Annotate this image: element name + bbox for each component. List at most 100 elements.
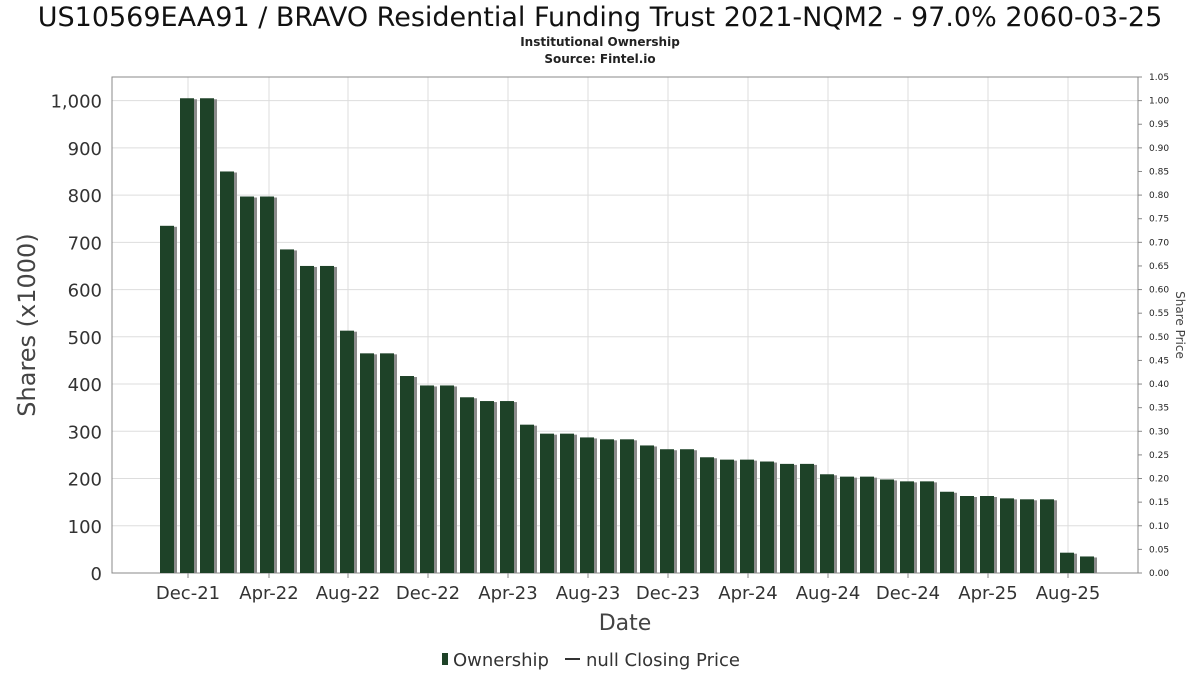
bar: [1080, 556, 1094, 573]
bar: [1040, 499, 1054, 573]
y-tick-label: 0: [91, 564, 102, 585]
bar: [840, 476, 854, 573]
bar: [420, 385, 434, 573]
y2-axis-title: Share Price: [1173, 291, 1187, 359]
bar: [400, 376, 414, 573]
bar: [360, 353, 374, 573]
y2-tick-label: 0.75: [1149, 215, 1169, 225]
y2-tick-label: 0.15: [1149, 498, 1169, 508]
y2-tick-label: 0.30: [1149, 427, 1169, 437]
bars-group: [160, 98, 1097, 574]
y2-tick-label: 0.45: [1149, 356, 1169, 366]
bar: [600, 439, 614, 573]
x-tick-label: Aug-23: [556, 583, 621, 604]
bar: [1020, 499, 1034, 573]
bar: [480, 401, 494, 573]
x-tick-label: Dec-22: [396, 583, 460, 604]
bar: [460, 397, 474, 573]
y2-tick-label: 0.00: [1149, 569, 1169, 579]
x-tick-label: Aug-24: [796, 583, 861, 604]
y-axis-title: Shares (x1000): [13, 233, 41, 416]
bar: [180, 98, 194, 573]
bar: [520, 424, 534, 573]
y2-tick-label: 1.05: [1149, 73, 1169, 83]
bar: [560, 433, 574, 573]
y-tick-label: 800: [68, 186, 102, 207]
bar: [500, 401, 514, 573]
bar: [820, 474, 834, 573]
y2-tick-label: 0.20: [1149, 475, 1169, 485]
x-tick-label: Apr-23: [478, 583, 537, 604]
bar: [960, 496, 974, 573]
bar: [880, 479, 894, 573]
x-axis-title: Date: [599, 611, 652, 636]
bar: [1060, 552, 1074, 573]
chart-title: US10569EAA91 / BRAVO Residential Funding…: [37, 2, 1163, 33]
y2-tick-label: 0.65: [1149, 262, 1169, 272]
bar: [260, 196, 274, 573]
y2-tick-label: 0.40: [1149, 380, 1169, 390]
bar: [220, 171, 234, 573]
x-tick-label: Aug-25: [1036, 583, 1101, 604]
x-tick-label: Aug-22: [316, 583, 381, 604]
y-tick-label: 400: [68, 375, 102, 396]
y-tick-label: 100: [68, 517, 102, 538]
bar: [540, 433, 554, 573]
bar: [320, 265, 334, 573]
y-tick-label: 200: [68, 470, 102, 491]
y2-tick-label: 0.70: [1149, 238, 1169, 248]
bar: [200, 98, 214, 573]
bar: [300, 265, 314, 573]
right-axis-ticks: 0.00 0.05 0.10 0.15 0.20 0.25 0.30 0.35 0.40 0.45…: [1138, 73, 1169, 579]
y2-tick-label: 1.00: [1149, 97, 1169, 107]
x-axis-ticks: Dec-21 Apr-22 Aug-22 Dec-22 Apr-23 Aug-23 Dec-…: [156, 573, 1100, 604]
bar: [920, 481, 934, 573]
bar: [760, 461, 774, 573]
bar: [640, 445, 654, 573]
y2-tick-label: 0.10: [1149, 522, 1169, 532]
bar: [780, 463, 794, 573]
bar: [660, 449, 674, 573]
bar: [940, 491, 954, 573]
y-tick-label: 600: [68, 281, 102, 302]
legend: Ownership null Closing Price: [442, 650, 740, 671]
bar: [1000, 498, 1014, 573]
bar: [340, 330, 354, 573]
bar: [980, 496, 994, 573]
bar: [860, 476, 874, 573]
y2-tick-label: 0.55: [1149, 309, 1169, 319]
y2-tick-label: 0.90: [1149, 144, 1169, 154]
bar: [280, 249, 294, 573]
bar: [620, 439, 634, 573]
left-axis-ticks: 0 100 200 300 400 500 600 700 800 900 1,000: [50, 92, 102, 585]
y-tick-label: 300: [68, 422, 102, 443]
y-tick-label: 900: [68, 139, 102, 160]
y2-tick-label: 0.50: [1149, 333, 1169, 343]
y2-tick-label: 0.80: [1149, 191, 1169, 201]
bar: [380, 353, 394, 573]
chart-source: Source: Fintel.io: [544, 52, 656, 66]
x-tick-label: Dec-24: [876, 583, 940, 604]
bar: [440, 385, 454, 573]
bar: [680, 449, 694, 573]
bar: [160, 225, 174, 574]
y2-tick-label: 0.60: [1149, 286, 1169, 296]
y2-tick-label: 0.05: [1149, 545, 1169, 555]
chart-subtitle: Institutional Ownership: [520, 35, 680, 49]
y-tick-label: 700: [68, 233, 102, 254]
x-tick-label: Apr-24: [718, 583, 777, 604]
x-tick-label: Dec-21: [156, 583, 220, 604]
y-tick-label: 1,000: [50, 92, 102, 113]
y-tick-label: 500: [68, 328, 102, 349]
bar: [240, 196, 254, 573]
x-tick-label: Apr-22: [239, 583, 298, 604]
y2-tick-label: 0.85: [1149, 167, 1169, 177]
legend-ownership-swatch: [442, 653, 448, 665]
y2-tick-label: 0.25: [1149, 451, 1169, 461]
bar: [580, 437, 594, 573]
bar: [900, 481, 914, 573]
legend-ownership-label: Ownership: [453, 650, 549, 671]
bar: [800, 463, 814, 573]
bar: [740, 459, 754, 573]
